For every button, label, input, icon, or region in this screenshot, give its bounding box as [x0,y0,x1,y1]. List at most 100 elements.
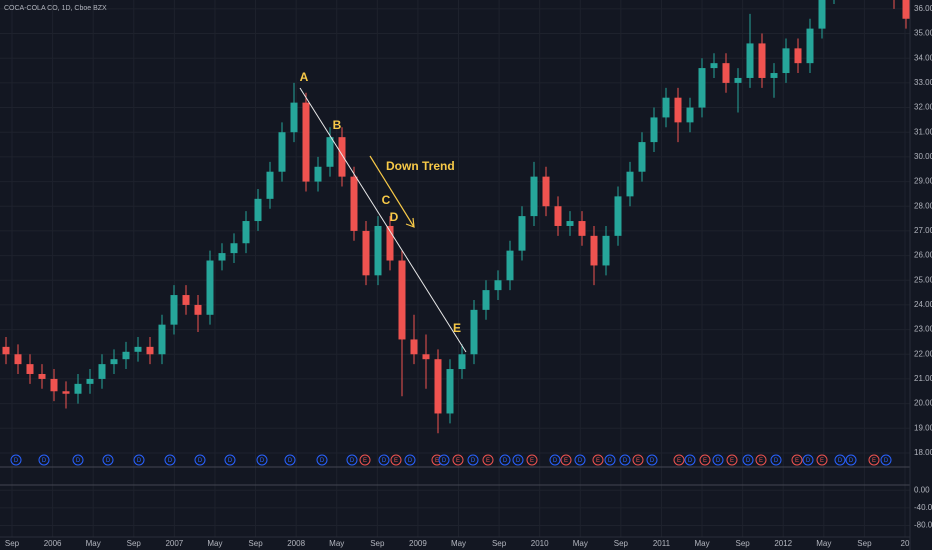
event-marker [802,454,814,466]
event-label: D [838,458,843,464]
x-tick-label: 2011 [653,539,671,548]
candle-body [2,346,10,355]
event-marker [726,454,738,466]
candle-body [626,171,634,197]
candle-body [302,102,310,182]
y-tick-label: 21.00 [914,374,932,383]
candle-body [482,290,490,310]
event-marker [346,454,358,466]
y-tick-label: 35.00 [914,29,932,38]
x-tick-label: 2009 [409,539,427,548]
candle-body [722,63,730,83]
event-marker [845,454,857,466]
y-tick-label: 18.00 [914,448,932,457]
event-marker [816,454,828,466]
event-label: D [774,458,779,464]
candle-body [650,117,658,143]
x-tick-label: Sep [614,539,629,548]
x-tick-label: May [573,539,588,548]
candle-body [794,48,802,64]
event-label: D [14,458,19,464]
candle-body [818,0,826,29]
annotation: Down Trend [386,159,455,173]
event-marker [673,454,685,466]
event-marker [560,454,572,466]
y-tick-label: 23.00 [914,325,932,334]
event-label: E [820,458,824,464]
candle-body [386,225,394,261]
event-label: D [382,458,387,464]
candle-body [62,391,70,394]
candle-body [806,28,814,64]
event-label: D [471,458,476,464]
event-marker [467,454,479,466]
x-tick-label: Sep [492,539,507,548]
x-tick-label: Sep [370,539,385,548]
event-label: D [168,458,173,464]
event-marker [316,454,328,466]
x-tick-label: Sep [127,539,142,548]
candle-body [290,102,298,133]
event-marker [632,454,644,466]
event-label: D [198,458,203,464]
candle-body [182,295,190,305]
candle-body [734,77,742,83]
event-label: D [849,458,854,464]
event-marker [592,454,604,466]
candle-body [614,196,622,236]
candle-body [662,97,670,118]
y-tick-label: 24.00 [914,300,932,309]
candle-body [170,295,178,325]
event-label: D [806,458,811,464]
event-label: D [350,458,355,464]
x-tick-label: May [329,539,344,548]
event-marker [619,454,631,466]
x-tick-label: May [86,539,101,548]
annotation: C [382,193,391,207]
event-marker [499,454,511,466]
event-marker [10,454,22,466]
event-label: D [288,458,293,464]
event-label: D [578,458,583,464]
event-label: E [435,458,439,464]
event-marker [482,454,494,466]
event-label: D [516,458,521,464]
event-label: E [636,458,640,464]
candle-body [446,369,454,414]
trend-line [299,87,467,353]
event-label: E [759,458,763,464]
event-label: D [42,458,47,464]
x-tick-label: 2010 [531,539,549,548]
candle-body [746,43,754,78]
event-marker [404,454,416,466]
event-label: D [503,458,508,464]
indicator-tick-label: 0.00 [914,485,930,494]
event-label: D [884,458,889,464]
candle-body [14,354,22,365]
candle-body [398,260,406,340]
candle-body [542,176,550,207]
annotation: B [333,118,342,132]
event-label: D [650,458,655,464]
event-label: D [746,458,751,464]
x-tick-label: 20 [901,539,910,548]
event-label: D [623,458,628,464]
y-tick-label: 31.00 [914,127,932,136]
candle-body [458,354,466,370]
event-marker [526,454,538,466]
candle-body [254,198,262,222]
event-marker [194,454,206,466]
y-tick-label: 30.00 [914,152,932,161]
annotation: D [390,210,399,224]
candle-body [710,63,718,69]
candle-body [134,346,142,352]
candle-body [110,359,118,365]
event-marker [284,454,296,466]
event-label: D [553,458,558,464]
annotation: E [453,321,461,335]
candle-body [578,221,586,236]
candle-body [530,176,538,217]
event-marker [770,454,782,466]
candle-body [266,171,274,199]
